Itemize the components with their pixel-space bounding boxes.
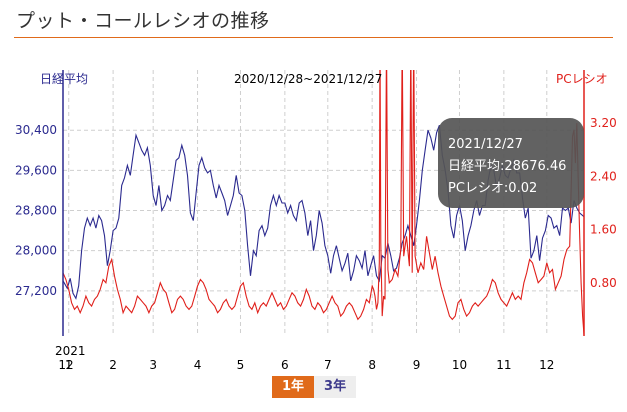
x-tick-label: 4 <box>194 358 202 372</box>
tooltip-nikkei: 日経平均:28676.46 <box>448 159 566 174</box>
x-tick-label: 2 <box>109 358 117 372</box>
period-tabs: 1年 3年 <box>272 376 357 398</box>
x-tick-label: 12 <box>539 358 554 372</box>
date-range-label: 2020/12/28~2021/12/27 <box>234 72 382 86</box>
left-tick-label: 28,800 <box>15 204 57 218</box>
x-tick-label: 12 <box>58 358 73 372</box>
page-title: プット・コールレシオの推移 <box>16 10 270 32</box>
tab-1-year[interactable]: 1年 <box>272 376 315 398</box>
x-tick-label: 5 <box>237 358 245 372</box>
tab-3-year[interactable]: 3年 <box>314 376 357 398</box>
right-tick-label: 2.40 <box>590 169 617 183</box>
left-axis-ticks: 30,400 29,600 28,800 28,000 27,200 <box>15 123 57 298</box>
x-tick-label: 7 <box>324 358 332 372</box>
x-tick-label: 11 <box>496 358 511 372</box>
x-tick-label: 1 <box>65 358 73 372</box>
tooltip: 2021/12/27 日経平均:28676.46 PCレシオ:0.02 <box>438 118 584 208</box>
x-axis-ticks: 121 2 3 4 5 6 7 8 9 10 11 12 <box>58 358 554 372</box>
right-axis-ticks: 3.20 2.40 1.60 0.80 <box>590 116 617 290</box>
pc-ratio-line <box>63 70 584 335</box>
x-tick-label: 3 <box>149 358 157 372</box>
x-tick-label: 8 <box>368 358 376 372</box>
right-axis-label: PCレシオ <box>556 72 608 86</box>
tooltip-pc: PCレシオ:0.02 <box>448 181 537 196</box>
left-axis-label: 日経平均 <box>40 72 88 86</box>
left-tick-label: 27,200 <box>15 284 57 298</box>
left-tick-label: 30,400 <box>15 123 57 137</box>
right-tick-label: 0.80 <box>590 276 617 290</box>
tooltip-box <box>438 118 584 208</box>
x-tick-label: 10 <box>452 358 467 372</box>
x-tick-label: 6 <box>281 358 289 372</box>
tooltip-date: 2021/12/27 <box>448 137 523 152</box>
right-tick-label: 1.60 <box>590 223 617 237</box>
x-axis-year-label: 2021 <box>55 344 86 358</box>
left-tick-label: 29,600 <box>15 163 57 177</box>
right-tick-label: 3.20 <box>590 116 617 130</box>
left-tick-label: 28,000 <box>15 244 57 258</box>
x-tick-label: 9 <box>413 358 421 372</box>
title-divider <box>14 37 613 38</box>
